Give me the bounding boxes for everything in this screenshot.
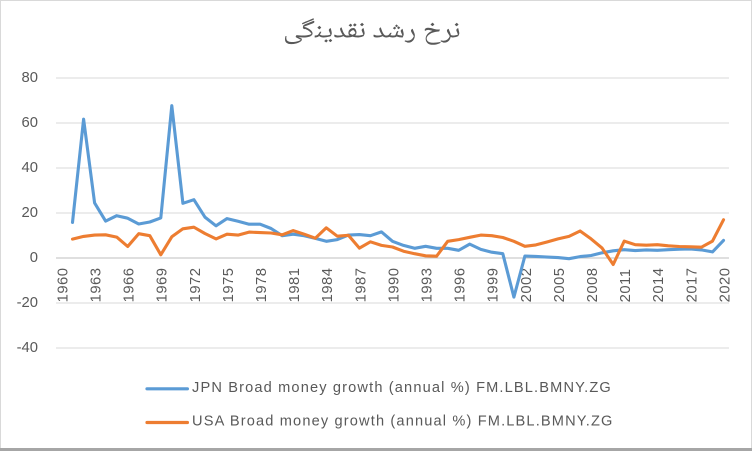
svg-text:1963: 1963: [89, 267, 105, 302]
svg-text:80: 80: [22, 70, 38, 86]
svg-text:0: 0: [30, 250, 38, 266]
svg-text:1999: 1999: [486, 267, 502, 302]
svg-text:1984: 1984: [320, 267, 336, 302]
svg-text:40: 40: [22, 160, 38, 176]
svg-text:1960: 1960: [55, 267, 71, 302]
svg-text:20: 20: [22, 205, 38, 221]
svg-text:2011: 2011: [618, 269, 634, 303]
svg-text:2017: 2017: [684, 267, 700, 302]
svg-text:2002: 2002: [519, 267, 535, 302]
svg-text:1972: 1972: [188, 267, 204, 302]
svg-text:USA Broad money growth (annual: USA Broad money growth (annual %) FM.LBL…: [192, 414, 614, 430]
svg-text:1969: 1969: [155, 267, 171, 302]
svg-text:1987: 1987: [353, 267, 369, 302]
svg-text:2008: 2008: [585, 267, 601, 302]
svg-text:60: 60: [22, 115, 38, 131]
svg-text:2020: 2020: [717, 267, 733, 302]
svg-text:-40: -40: [17, 340, 38, 356]
svg-text:JPN Broad money growth (annual: JPN Broad money growth (annual %) FM.LBL…: [192, 380, 612, 396]
svg-text:2014: 2014: [651, 267, 667, 302]
svg-text:2005: 2005: [552, 267, 568, 302]
svg-text:1981: 1981: [287, 267, 303, 302]
svg-text:1978: 1978: [254, 267, 270, 302]
svg-text:-20: -20: [17, 295, 38, 311]
svg-text:1966: 1966: [122, 267, 138, 302]
svg-text:1993: 1993: [420, 267, 436, 302]
svg-text:1996: 1996: [453, 267, 469, 302]
svg-text:1975: 1975: [221, 267, 237, 302]
svg-text:1990: 1990: [386, 267, 402, 302]
